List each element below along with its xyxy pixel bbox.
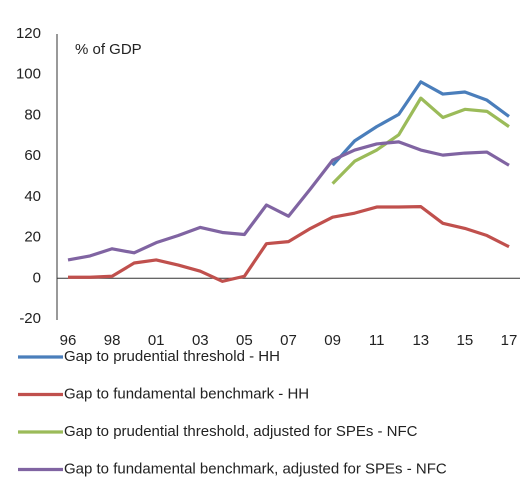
x-tick-label: 15 (457, 332, 474, 349)
series-line (331, 96, 510, 185)
x-tick-label: 07 (280, 332, 297, 349)
y-tick-label: 60 (24, 147, 41, 164)
series-line (331, 80, 510, 167)
y-tick-label: 40 (24, 188, 41, 205)
x-tick-label: 03 (192, 332, 209, 349)
x-tick-label: 17 (501, 332, 518, 349)
series-line (67, 140, 510, 262)
legend-label: Gap to fundamental benchmark, adjusted f… (64, 460, 447, 477)
legend-label: Gap to fundamental benchmark - HH (64, 385, 309, 402)
y-axis-label: % of GDP (75, 41, 142, 58)
y-tick-label: 20 (24, 229, 41, 246)
x-tick-label: 11 (369, 332, 385, 349)
x-tick-label: 13 (412, 332, 429, 349)
x-tick-label: 96 (60, 332, 77, 349)
legend-label: Gap to prudential threshold, adjusted fo… (64, 423, 418, 440)
y-tick-label: 80 (24, 106, 41, 123)
y-tick-label: 120 (16, 25, 41, 42)
y-tick-label: 100 (16, 66, 41, 83)
x-tick-label: 01 (148, 332, 165, 349)
series-line (68, 205, 510, 283)
legend-label: Gap to prudential threshold - HH (64, 348, 280, 365)
y-tick-label: -20 (19, 310, 41, 327)
x-tick-label: 05 (236, 332, 253, 349)
y-tick-label: 0 (33, 269, 41, 286)
x-tick-label: 98 (104, 332, 121, 349)
x-tick-label: 09 (324, 332, 341, 349)
